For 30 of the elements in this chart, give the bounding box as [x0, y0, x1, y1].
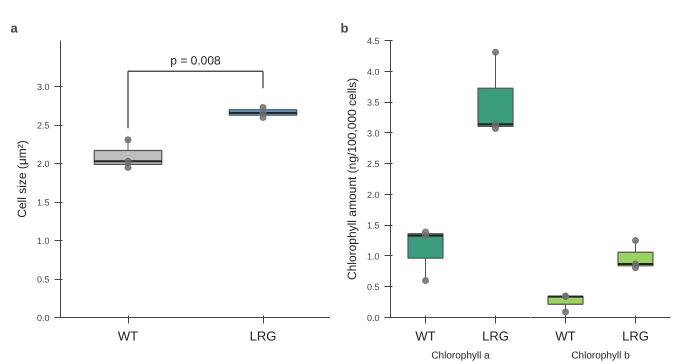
annotation: p = 0.008	[170, 53, 222, 68]
y-tick-label: 1.5	[36, 198, 50, 208]
y-tick-label: 0.0	[36, 313, 50, 323]
y-tick-label: 4.5	[366, 36, 380, 46]
y-tick-label: 0.5	[36, 274, 50, 285]
y-axis-title: Chlorophyll amount (ng/100,000 cells)	[344, 78, 359, 280]
y-axis-title: Cell size (μm²)	[14, 140, 29, 218]
y-tick-label: 2.5	[36, 120, 50, 131]
x-tick-label: WT	[555, 328, 576, 344]
x-axis-title: Chlorophyll b	[571, 350, 630, 362]
chart-title: b	[340, 20, 348, 36]
y-tick-label: 2.5	[366, 159, 380, 170]
x-tick-label: LRG	[482, 328, 509, 344]
y-tick-label: 0.5	[366, 282, 380, 292]
x-tick-label: WT	[415, 328, 436, 344]
x-tick-label: LRG	[622, 328, 649, 344]
x-axis-title: Chlorophyll a	[431, 350, 490, 362]
y-tick-label: 2.0	[366, 190, 380, 200]
y-tick-label: 0.0	[366, 313, 380, 323]
x-tick-label: WT	[118, 328, 138, 344]
y-tick-label: 1.0	[36, 236, 50, 246]
y-tick-label: 1.0	[366, 251, 380, 262]
y-tick-label: 3.0	[36, 82, 50, 92]
chart-title: a	[10, 20, 18, 36]
y-tick-label: 2.0	[36, 159, 50, 170]
x-tick-label: LRG	[250, 328, 276, 344]
y-tick-label: 3.5	[366, 98, 380, 108]
y-tick-label: 1.5	[366, 220, 380, 231]
y-tick-label: 3.0	[366, 128, 380, 138]
y-tick-label: 4.0	[366, 66, 380, 77]
